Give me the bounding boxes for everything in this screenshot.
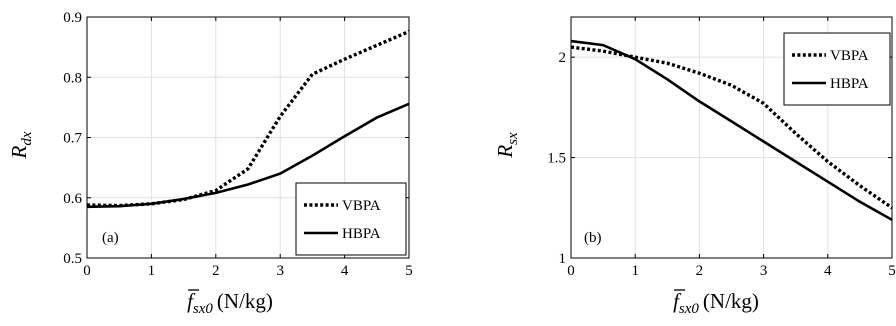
x-tick-label-3: 3 (760, 263, 768, 279)
x-axis-label-sub: sx0 (193, 301, 213, 317)
x-tick-label-5: 5 (405, 263, 413, 279)
chart-panel-1: 0 1 2 3 4 5 0.5 0.6 0.7 0.8 0.9 (a) VBPA HBPA Rdx fsx0(… (7, 10, 413, 317)
x-axis-label-unit: (N/kg) (217, 289, 273, 313)
series-line-hbpa (86, 102, 410, 209)
x-tick-label-2: 2 (696, 263, 704, 279)
y-axis-label-sub: dx (19, 131, 35, 146)
y-axis-label-main: R (493, 145, 517, 159)
x-tick-label-2: 2 (212, 263, 220, 279)
x-tick-label-4: 4 (341, 263, 349, 279)
legend-label-vbpa: VBPA (342, 198, 381, 214)
y-tick-label-4: 0.9 (63, 10, 82, 26)
x-tick-label-1: 1 (631, 263, 639, 279)
y-tick-label-1: 1.5 (547, 151, 566, 167)
x-axis-label-symbol: f (673, 289, 682, 313)
y-tick-label-2: 2 (559, 50, 567, 66)
x-axis-label: fsx0 (N/kg) (673, 289, 759, 317)
y-axis-label: Rsx (493, 132, 521, 159)
y-axis-label-sub: sx (505, 132, 521, 145)
y-tick-label-0: 0.5 (63, 251, 82, 267)
y-axis-label: Rdx (7, 131, 35, 159)
legend-box (783, 32, 891, 106)
legend-label-hbpa: HBPA (342, 226, 381, 242)
x-axis-label-unit: (N/kg) (703, 289, 759, 313)
legend: VBPA HBPA (783, 32, 891, 106)
series-line-vbpa (86, 29, 410, 208)
x-tick-label-5: 5 (888, 263, 896, 279)
y-tick-label-0: 1 (559, 251, 567, 267)
x-tick-label-4: 4 (824, 263, 832, 279)
series-line-hbpa (570, 39, 893, 221)
panel-label: (a) (102, 230, 119, 246)
legend-label-hbpa: HBPA (830, 76, 869, 92)
x-tick-label-0: 0 (567, 263, 575, 279)
legend-box (295, 182, 407, 256)
y-tick-label-3: 0.8 (63, 70, 82, 86)
x-tick-label-0: 0 (83, 263, 91, 279)
x-axis-label-sub: sx0 (679, 301, 699, 317)
legend: VBPA HBPA (295, 182, 407, 256)
x-axis-label: fsx0 (N/kg) (187, 289, 273, 317)
y-tick-label-1: 0.6 (63, 191, 82, 207)
panel-label: (b) (584, 230, 602, 246)
y-tick-label-2: 0.7 (63, 131, 82, 147)
x-axis-label-symbol: f (187, 289, 196, 313)
axes-box (570, 16, 893, 259)
x-tick-label-1: 1 (148, 263, 156, 279)
y-axis-label-main: R (7, 146, 31, 160)
legend-label-vbpa: VBPA (830, 48, 869, 64)
x-tick-label-3: 3 (276, 263, 284, 279)
